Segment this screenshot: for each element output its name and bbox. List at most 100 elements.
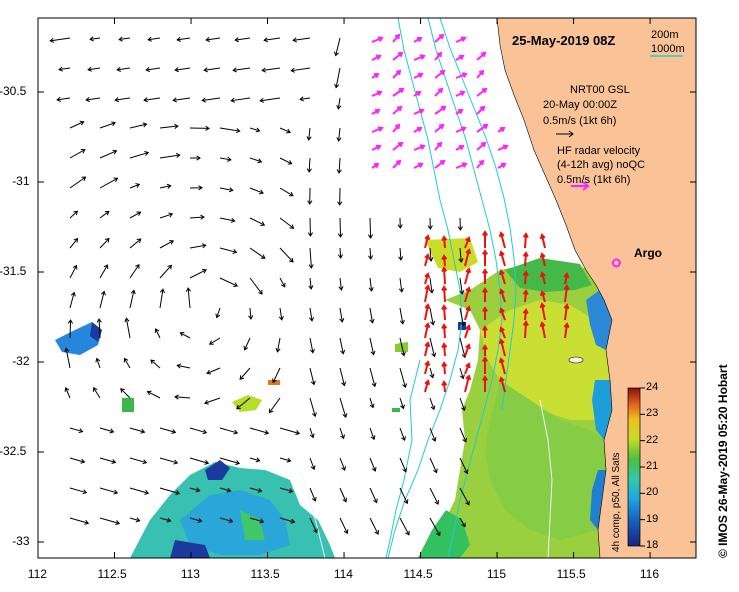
- radar-arrow-south: [499, 326, 506, 339]
- gsl-arrow: [174, 67, 191, 73]
- gsl-arrow: [334, 67, 341, 89]
- land-mass: [496, 17, 697, 559]
- sst-patch: [55, 322, 102, 355]
- gsl-arrow: [129, 122, 148, 129]
- colorbar-tick-label: 19: [646, 512, 659, 525]
- radar-arrow-south: [539, 252, 546, 267]
- gsl-arrow: [204, 397, 221, 405]
- radar-arrow-south: [539, 290, 546, 303]
- gsl-arrow: [279, 247, 294, 263]
- gsl-arrow: [429, 427, 437, 442]
- rottnest-island: [568, 356, 584, 364]
- gsl-arrow: [429, 277, 435, 294]
- gsl-arrow: [69, 176, 87, 189]
- gsl-arrow: [69, 264, 78, 279]
- gsl-velocity-arrows: [49, 36, 470, 537]
- gsl-arrow: [279, 127, 291, 134]
- gsl-arrow: [69, 517, 90, 525]
- radar-arrow-south: [563, 284, 570, 303]
- gsl-arrow: [64, 347, 71, 369]
- radar-arrow-north: [413, 162, 424, 169]
- gsl-arrow: [189, 155, 201, 161]
- depth-contour: [439, 17, 517, 411]
- gsl-arrow: [308, 307, 315, 322]
- gsl-arrow: [399, 307, 405, 325]
- gsl-arrow: [279, 427, 301, 436]
- gsl-arrow: [309, 337, 315, 354]
- colorbar-tick-label: 24: [646, 381, 659, 393]
- radar-arrow-north: [476, 69, 485, 79]
- radar-arrow-north: [371, 72, 380, 79]
- y-tick-label: -31: [12, 174, 30, 188]
- gsl-arrow: [309, 487, 317, 502]
- radar-arrow-north: [455, 72, 468, 79]
- plot-frame: [37, 17, 697, 559]
- gsl-arrow: [185, 287, 191, 309]
- gsl-arrow: [279, 187, 294, 197]
- radar-arrow-north: [455, 36, 467, 43]
- gsl-arrow: [129, 427, 146, 434]
- sst-patch: [392, 408, 400, 412]
- gsl-arrow: [263, 37, 281, 43]
- radar-arrow-north: [476, 105, 486, 115]
- gsl-arrow: [64, 387, 71, 399]
- radar-arrow-north: [413, 108, 425, 115]
- gsl-arrow: [337, 247, 344, 259]
- gsl-arrow: [272, 367, 281, 384]
- gsl-arrow: [279, 517, 296, 524]
- gsl-arrow: [234, 37, 251, 43]
- radar-arrow-south: [498, 269, 506, 285]
- y-tick-label: -32.5: [0, 444, 27, 458]
- gsl-arrow: [147, 36, 161, 42]
- colorbar-bar: [627, 387, 641, 547]
- radar-arrow-south: [482, 287, 488, 302]
- gsl-arrow: [279, 487, 294, 494]
- gsl-arrow: [99, 457, 117, 465]
- gsl-arrow: [399, 487, 409, 505]
- radar-arrow-south: [482, 230, 488, 248]
- radar-arrow-north: [455, 126, 467, 133]
- radar-arrow-south: [424, 322, 431, 339]
- gsl-arrow: [219, 277, 239, 288]
- gsl-arrow: [333, 37, 341, 57]
- gsl-arrow: [118, 36, 131, 42]
- gsl-arrow: [159, 240, 175, 249]
- sst-patch: [505, 258, 592, 292]
- radar-arrow-south: [441, 235, 448, 249]
- gsl-arrow: [69, 148, 86, 159]
- gsl-arrow: [459, 487, 470, 506]
- gsl-arrow: [189, 268, 207, 279]
- gsl-arrow: [249, 247, 266, 259]
- depth-legend-1000m: 1000m: [651, 43, 685, 55]
- gsl-arrow: [69, 427, 84, 434]
- gsl-arrow: [230, 97, 251, 103]
- gsl-arrow: [99, 264, 109, 279]
- radar-arrow-north: [497, 162, 507, 169]
- radar-arrow-south: [498, 376, 506, 393]
- x-tick-label: 116: [639, 567, 660, 581]
- gsl-arrow: [69, 487, 88, 495]
- gsl-arrow: [219, 427, 239, 435]
- gsl-arrow: [99, 149, 118, 159]
- gsl-arrow: [232, 67, 251, 73]
- gsl-arrow: [87, 66, 101, 72]
- gsl-arrow: [143, 97, 161, 103]
- gsl-arrow: [159, 427, 177, 435]
- gsl-arrow: [429, 367, 435, 379]
- gsl-arrow: [398, 247, 404, 261]
- gsl-arrow: [203, 67, 221, 73]
- gsl-arrow: [368, 277, 374, 292]
- sst-patch: [395, 342, 408, 352]
- gsl-arrow: [369, 517, 380, 535]
- credit-text: © IMOS 26-May-2019 05:20 Hobart: [716, 364, 730, 558]
- gsl-arrow: [205, 37, 221, 43]
- gsl-arrow: [85, 97, 101, 103]
- gsl-arrow: [69, 120, 85, 129]
- colorbar-tick-label: 23: [646, 407, 659, 420]
- radar-arrow-north: [434, 33, 445, 43]
- radar-arrow-south: [539, 233, 546, 249]
- gsl-arrow: [69, 210, 79, 219]
- gsl-arrow: [339, 517, 349, 535]
- gsl-arrow: [339, 337, 346, 355]
- gsl-arrow: [399, 427, 406, 442]
